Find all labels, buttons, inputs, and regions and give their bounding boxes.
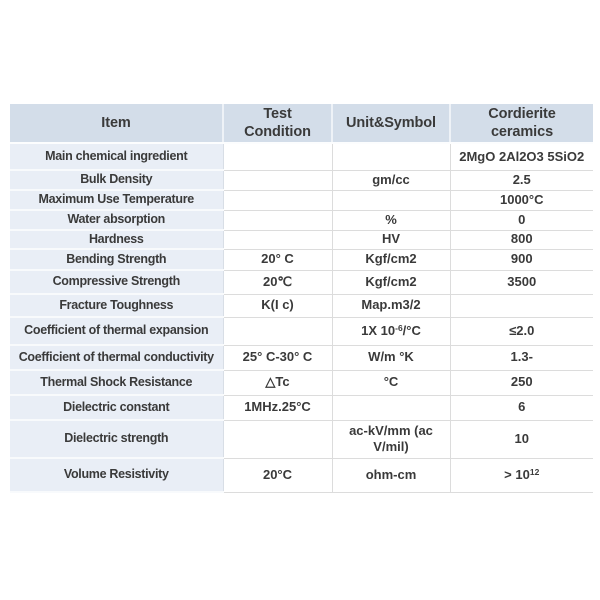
cell-item: Dielectric constant	[10, 395, 224, 421]
cell-condition: △Tc	[223, 370, 333, 396]
cell-item: Coefficient of thermal expansion	[10, 317, 224, 346]
cell-condition	[223, 420, 333, 459]
cell-item: Thermal Shock Resistance	[10, 370, 224, 396]
cell-condition: 20℃	[223, 270, 333, 295]
table-row: Coefficient of thermal conductivity 25° …	[10, 345, 593, 371]
cell-condition: 1MHz.25°C	[223, 395, 333, 421]
table-row: Bending Strength 20° C Kgf/cm2 900	[10, 249, 593, 271]
cell-condition	[223, 317, 333, 346]
col-header-unit-symbol: Unit&Symbol	[332, 104, 451, 144]
cell-item: Main chemical ingredient	[10, 143, 224, 171]
col-header-material: Cordierite ceramics	[450, 104, 593, 144]
cell-value	[450, 294, 593, 318]
cell-condition: 20°C	[223, 458, 333, 493]
cell-unit: 1X 10-6/°C	[332, 317, 451, 346]
cell-unit: Kgf/cm2	[332, 249, 451, 271]
cell-item: Fracture Toughness	[10, 294, 224, 318]
properties-table: Item Test Condition Unit&Symbol Cordieri…	[10, 104, 593, 493]
table-row: Dielectric constant 1MHz.25°C 6	[10, 395, 593, 421]
cell-value: 10	[450, 420, 593, 459]
cell-unit: %	[332, 210, 451, 231]
cell-item: Compressive Strength	[10, 270, 224, 295]
unit-base: 1X 10	[361, 322, 396, 338]
table-row: Main chemical ingredient 2MgO 2Al2O3 5Si…	[10, 143, 593, 171]
value-superscript: 12	[529, 466, 540, 477]
cell-unit: gm/cc	[332, 170, 451, 191]
cell-item: Hardness	[10, 230, 224, 250]
table-row: Coefficient of thermal expansion 1X 10-6…	[10, 317, 593, 346]
table-row: Hardness HV 800	[10, 230, 593, 250]
col-header-test-condition: Test Condition	[223, 104, 333, 144]
table-row: Maximum Use Temperature 1000°C	[10, 190, 593, 211]
cell-unit: Map.m3/2	[332, 294, 451, 318]
cell-value: > 1012	[450, 458, 593, 493]
cell-unit: Kgf/cm2	[332, 270, 451, 295]
unit-suffix: /°C	[402, 322, 421, 338]
table-row: Volume Resistivity 20°C ohm-cm > 1012	[10, 458, 593, 493]
header-row: Item Test Condition Unit&Symbol Cordieri…	[10, 104, 593, 144]
cell-condition: K(I c)	[223, 294, 333, 318]
cell-unit	[332, 190, 451, 211]
cell-condition	[223, 143, 333, 171]
cell-condition: 20° C	[223, 249, 333, 271]
cell-condition	[223, 170, 333, 191]
cell-unit: °C	[332, 370, 451, 396]
cell-value: ≤2.0	[450, 317, 593, 346]
cell-condition	[223, 190, 333, 211]
table-row: Compressive Strength 20℃ Kgf/cm2 3500	[10, 270, 593, 295]
cell-condition: 25° C-30° C	[223, 345, 333, 371]
cell-value: 2.5	[450, 170, 593, 191]
cell-value: 3500	[450, 270, 593, 295]
cell-item: Bulk Density	[10, 170, 224, 191]
cell-unit	[332, 395, 451, 421]
value-base: > 10	[504, 466, 530, 482]
cell-item: Volume Resistivity	[10, 458, 224, 493]
spec-table: Item Test Condition Unit&Symbol Cordieri…	[10, 104, 593, 493]
table-row: Bulk Density gm/cc 2.5	[10, 170, 593, 191]
unit-superscript: -6	[395, 322, 403, 333]
cell-item: Water absorption	[10, 210, 224, 231]
table-row: Thermal Shock Resistance △Tc °C 250	[10, 370, 593, 396]
cell-value: 0	[450, 210, 593, 231]
cell-value: 1000°C	[450, 190, 593, 211]
cell-unit: ac-kV/mm (ac V/mil)	[332, 420, 451, 459]
table-row: Water absorption % 0	[10, 210, 593, 231]
cell-unit: W/m °K	[332, 345, 451, 371]
cell-item: Coefficient of thermal conductivity	[10, 345, 224, 371]
cell-value: 2MgO 2Al2O3 5SiO2	[450, 143, 593, 171]
cell-value: 6	[450, 395, 593, 421]
cell-value: 900	[450, 249, 593, 271]
cell-item: Maximum Use Temperature	[10, 190, 224, 211]
cell-value: 1.3-	[450, 345, 593, 371]
cell-condition	[223, 210, 333, 231]
cell-unit: HV	[332, 230, 451, 250]
cell-value: 800	[450, 230, 593, 250]
cell-condition	[223, 230, 333, 250]
cell-unit	[332, 143, 451, 171]
col-header-item: Item	[10, 104, 224, 144]
cell-value: 250	[450, 370, 593, 396]
cell-item: Dielectric strength	[10, 420, 224, 459]
table-row: Fracture Toughness K(I c) Map.m3/2	[10, 294, 593, 318]
table-row: Dielectric strength ac-kV/mm (ac V/mil) …	[10, 420, 593, 459]
cell-unit: ohm-cm	[332, 458, 451, 493]
cell-item: Bending Strength	[10, 249, 224, 271]
